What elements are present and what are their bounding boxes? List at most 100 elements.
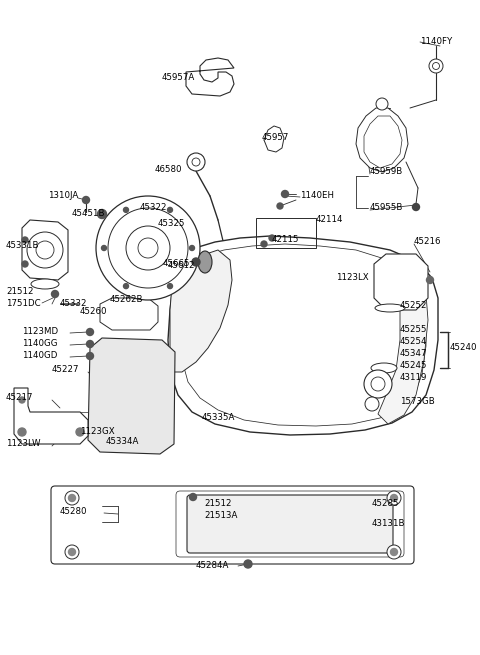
Circle shape bbox=[387, 491, 401, 505]
Polygon shape bbox=[186, 58, 234, 96]
Ellipse shape bbox=[375, 304, 405, 312]
Circle shape bbox=[76, 428, 84, 436]
Text: 45260: 45260 bbox=[80, 307, 108, 316]
Circle shape bbox=[391, 495, 397, 502]
Text: 45285: 45285 bbox=[372, 500, 399, 508]
Text: 45955B: 45955B bbox=[370, 204, 403, 212]
Circle shape bbox=[432, 62, 440, 69]
Text: 43131B: 43131B bbox=[372, 519, 406, 529]
Circle shape bbox=[244, 560, 252, 568]
Ellipse shape bbox=[198, 251, 212, 273]
Circle shape bbox=[69, 495, 75, 502]
Circle shape bbox=[168, 208, 172, 212]
Circle shape bbox=[96, 196, 200, 300]
Circle shape bbox=[65, 491, 79, 505]
Text: 45280: 45280 bbox=[60, 508, 87, 517]
Circle shape bbox=[123, 208, 129, 212]
Circle shape bbox=[97, 210, 107, 219]
Polygon shape bbox=[100, 298, 158, 330]
Text: 46580: 46580 bbox=[155, 166, 182, 174]
Circle shape bbox=[168, 284, 172, 289]
Circle shape bbox=[83, 196, 89, 204]
Circle shape bbox=[376, 98, 388, 110]
Circle shape bbox=[364, 370, 392, 398]
Text: 45957: 45957 bbox=[262, 134, 289, 143]
Polygon shape bbox=[378, 270, 428, 424]
Circle shape bbox=[277, 203, 283, 209]
Circle shape bbox=[391, 548, 397, 555]
Circle shape bbox=[427, 276, 433, 284]
Text: 45262B: 45262B bbox=[110, 295, 144, 305]
Text: 45957A: 45957A bbox=[162, 73, 195, 83]
Circle shape bbox=[367, 399, 377, 409]
Text: 21513A: 21513A bbox=[204, 512, 238, 521]
Ellipse shape bbox=[31, 279, 59, 289]
Text: 45332: 45332 bbox=[60, 299, 87, 307]
Text: 1140EH: 1140EH bbox=[300, 191, 334, 200]
Text: 21512: 21512 bbox=[204, 500, 231, 508]
Circle shape bbox=[429, 59, 443, 73]
Text: 45347: 45347 bbox=[400, 350, 428, 358]
Text: 21512: 21512 bbox=[6, 288, 34, 297]
Circle shape bbox=[22, 261, 28, 267]
Circle shape bbox=[19, 397, 25, 403]
Circle shape bbox=[190, 246, 194, 250]
Circle shape bbox=[281, 191, 288, 198]
Polygon shape bbox=[374, 254, 428, 310]
Text: 45959B: 45959B bbox=[370, 168, 403, 176]
Polygon shape bbox=[88, 338, 175, 454]
Circle shape bbox=[123, 284, 129, 289]
Polygon shape bbox=[168, 236, 438, 435]
Text: 42114: 42114 bbox=[316, 215, 344, 225]
Text: 45216: 45216 bbox=[414, 238, 442, 246]
Circle shape bbox=[27, 232, 63, 268]
Polygon shape bbox=[170, 250, 232, 372]
Circle shape bbox=[187, 153, 205, 171]
Text: 1123MD: 1123MD bbox=[22, 328, 58, 337]
Text: 45284A: 45284A bbox=[196, 561, 229, 571]
Text: 45325: 45325 bbox=[158, 219, 185, 229]
Text: 1310JA: 1310JA bbox=[48, 191, 78, 200]
Circle shape bbox=[365, 397, 379, 411]
Circle shape bbox=[36, 241, 54, 259]
Circle shape bbox=[387, 545, 401, 559]
Circle shape bbox=[190, 493, 196, 500]
Polygon shape bbox=[14, 388, 88, 444]
Circle shape bbox=[371, 377, 385, 391]
Polygon shape bbox=[22, 220, 68, 280]
Text: 45245: 45245 bbox=[400, 362, 428, 371]
Circle shape bbox=[192, 258, 200, 266]
Circle shape bbox=[18, 428, 26, 436]
Circle shape bbox=[126, 226, 170, 270]
Text: 45252: 45252 bbox=[400, 301, 428, 310]
Circle shape bbox=[138, 238, 158, 258]
Circle shape bbox=[51, 291, 59, 297]
Text: 45217: 45217 bbox=[6, 394, 34, 403]
Polygon shape bbox=[356, 108, 408, 172]
FancyBboxPatch shape bbox=[187, 495, 393, 553]
Text: 45451B: 45451B bbox=[72, 210, 106, 219]
Text: 45254: 45254 bbox=[400, 337, 428, 346]
Text: 45335A: 45335A bbox=[202, 413, 235, 422]
Text: 45227: 45227 bbox=[52, 365, 80, 375]
Circle shape bbox=[65, 545, 79, 559]
Text: 1123LX: 1123LX bbox=[336, 274, 369, 282]
Text: 45331B: 45331B bbox=[6, 242, 39, 250]
Circle shape bbox=[86, 329, 94, 335]
Text: 45334A: 45334A bbox=[106, 438, 139, 447]
Text: 1123GX: 1123GX bbox=[80, 428, 115, 436]
Circle shape bbox=[108, 208, 188, 288]
Text: 1140GD: 1140GD bbox=[22, 352, 58, 360]
FancyBboxPatch shape bbox=[51, 486, 414, 564]
Circle shape bbox=[22, 237, 28, 243]
Text: 45255: 45255 bbox=[400, 326, 428, 335]
Text: 45240: 45240 bbox=[450, 343, 478, 352]
Text: 45665: 45665 bbox=[163, 259, 191, 267]
Circle shape bbox=[412, 204, 420, 210]
Text: 1140GG: 1140GG bbox=[22, 339, 58, 348]
Text: 1573GB: 1573GB bbox=[400, 398, 435, 407]
Polygon shape bbox=[264, 126, 284, 152]
Circle shape bbox=[192, 158, 200, 166]
Text: 42115: 42115 bbox=[272, 236, 300, 244]
Circle shape bbox=[101, 246, 107, 250]
